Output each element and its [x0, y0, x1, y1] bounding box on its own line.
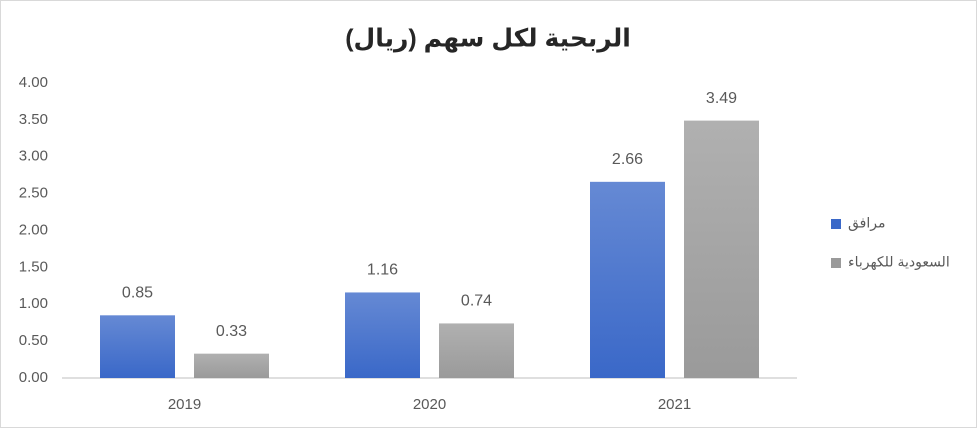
- bar: [439, 323, 514, 378]
- value-label: 2.66: [612, 151, 643, 168]
- legend-label: مرافق: [848, 215, 885, 232]
- y-tick-label: 4.00: [19, 74, 48, 91]
- y-tick-label: 1.50: [19, 258, 48, 275]
- x-tick-label: 2020: [413, 396, 446, 413]
- x-tick-label: 2021: [658, 396, 691, 413]
- legend-swatch: [831, 219, 841, 229]
- y-tick-label: 0.00: [19, 369, 48, 386]
- y-tick-label: 2.00: [19, 221, 48, 238]
- value-label: 0.85: [122, 285, 153, 302]
- y-tick-label: 1.00: [19, 295, 48, 312]
- y-tick-label: 3.00: [19, 148, 48, 165]
- value-label: 0.33: [216, 323, 247, 340]
- value-label: 3.49: [706, 90, 737, 107]
- y-tick-label: 3.50: [19, 111, 48, 128]
- legend-swatch: [831, 258, 841, 268]
- bar: [590, 181, 665, 378]
- y-tick-label: 0.50: [19, 332, 48, 349]
- value-label: 0.74: [461, 293, 492, 310]
- bar: [684, 120, 759, 379]
- x-tick-label: 2019: [168, 396, 201, 413]
- legend-label: السعودية للكهرباء: [848, 254, 950, 271]
- chart-title: الربحية لكل سهم (ريال): [345, 25, 631, 54]
- value-label: 1.16: [367, 262, 398, 279]
- bar: [345, 292, 420, 378]
- bar: [100, 315, 175, 378]
- y-tick-label: 2.50: [19, 185, 48, 202]
- bar: [194, 353, 269, 378]
